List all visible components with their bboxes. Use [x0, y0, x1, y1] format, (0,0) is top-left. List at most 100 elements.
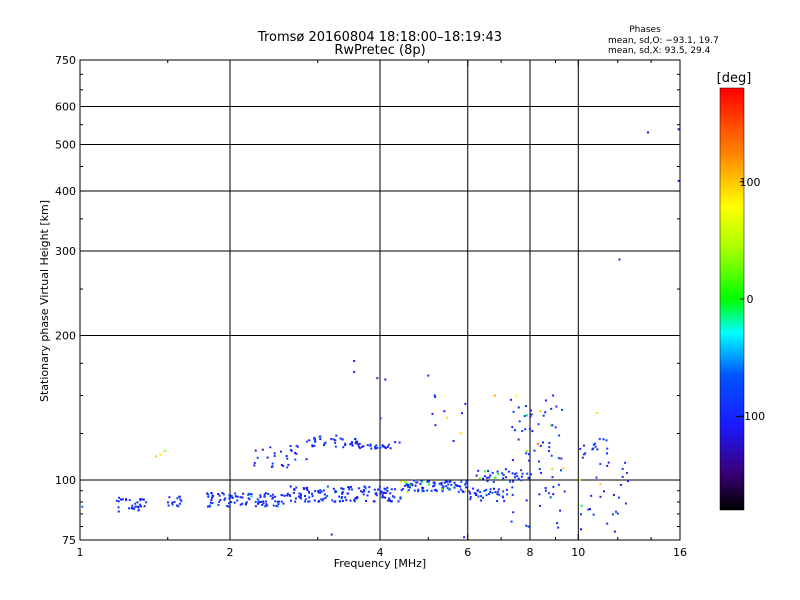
data-point [548, 446, 551, 449]
data-point [274, 500, 277, 503]
data-point [320, 490, 323, 493]
data-point [551, 424, 554, 427]
data-point [443, 481, 446, 484]
data-point [498, 493, 501, 496]
x-tick-label: 10 [571, 546, 585, 559]
data-point [434, 488, 437, 491]
data-point [382, 445, 385, 448]
data-point [559, 509, 562, 512]
data-point [303, 500, 306, 503]
data-point [403, 480, 406, 483]
data-point [257, 499, 260, 502]
data-point [281, 494, 284, 497]
data-point [227, 505, 230, 508]
data-point [441, 490, 444, 493]
data-point [469, 496, 472, 499]
data-point [117, 500, 120, 503]
data-point [457, 485, 460, 487]
data-point [550, 454, 553, 457]
data-point [265, 500, 267, 503]
data-point [133, 507, 136, 510]
data-point [530, 473, 532, 476]
data-point [381, 495, 384, 498]
data-point [266, 456, 269, 459]
data-point [319, 438, 322, 441]
data-point [677, 128, 680, 131]
data-point [292, 491, 295, 494]
data-point [333, 500, 336, 503]
data-point [278, 500, 281, 503]
data-point [511, 459, 514, 462]
data-point [375, 444, 378, 447]
data-point [530, 409, 532, 412]
data-point [432, 481, 435, 484]
data-point [531, 430, 534, 433]
data-point [409, 484, 412, 487]
data-point [388, 497, 391, 500]
data-point [286, 492, 289, 495]
data-point [434, 396, 437, 398]
data-point [405, 481, 408, 484]
data-point [236, 499, 239, 502]
data-point [347, 492, 350, 495]
data-point [274, 495, 277, 498]
data-point [128, 499, 131, 502]
data-point [400, 489, 403, 492]
x-tick-label: 2 [227, 546, 234, 559]
data-point [171, 501, 174, 504]
data-point [624, 461, 627, 464]
colorbar-ticks: 100 0 −100 [735, 176, 765, 423]
data-point [407, 485, 410, 488]
data-point [486, 480, 489, 483]
x-tick-label: 4 [377, 546, 384, 559]
data-point [272, 496, 275, 499]
data-point [483, 489, 486, 492]
data-point [298, 492, 301, 495]
y-axis-ticks: 75 100 200 300 400 500 600 750 [55, 54, 680, 547]
data-point [241, 496, 244, 499]
data-point [521, 430, 524, 432]
data-point [402, 488, 404, 490]
data-point [538, 493, 541, 496]
data-point [430, 489, 433, 492]
y-tick-label: 75 [62, 534, 76, 547]
data-point [596, 448, 599, 451]
data-point [389, 447, 392, 450]
data-point [533, 449, 536, 452]
data-point [514, 473, 516, 476]
data-point [295, 452, 298, 455]
data-point [355, 440, 358, 443]
data-point [206, 492, 209, 495]
data-point [209, 501, 212, 504]
data-point [296, 445, 299, 448]
data-point [583, 444, 585, 447]
y-tick-label: 750 [55, 54, 76, 67]
data-point [288, 494, 291, 496]
x-tick-label: 8 [527, 546, 534, 559]
data-point [613, 530, 616, 533]
data-point [594, 445, 597, 448]
data-point [253, 464, 256, 467]
data-point [459, 432, 462, 435]
data-point [612, 493, 615, 496]
data-point [178, 495, 181, 498]
data-point [419, 483, 422, 485]
data-point [514, 476, 517, 479]
data-point [548, 492, 551, 495]
data-point [339, 500, 342, 503]
data-point [180, 500, 183, 503]
data-point [386, 486, 389, 489]
data-point [250, 495, 253, 498]
data-point [313, 444, 316, 447]
data-point [563, 490, 566, 493]
data-point [421, 490, 424, 493]
data-point [298, 495, 301, 498]
data-point [426, 489, 429, 492]
data-point [527, 459, 530, 462]
data-point [257, 501, 260, 504]
data-point [354, 437, 357, 440]
data-points [81, 128, 680, 539]
data-point [360, 490, 363, 493]
data-point [211, 502, 214, 505]
